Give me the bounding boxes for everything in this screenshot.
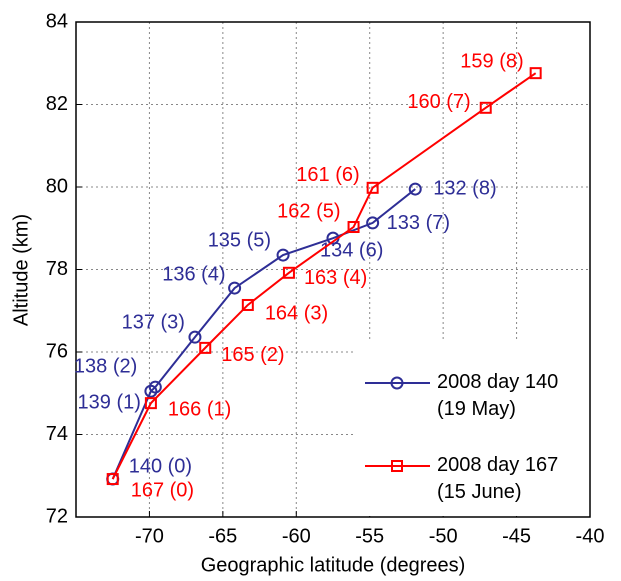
- y-tick-label: 76: [46, 340, 68, 362]
- data-point: [347, 221, 360, 234]
- data-point: [366, 216, 380, 230]
- data-point: [241, 298, 254, 311]
- y-tick-label: 84: [46, 10, 68, 32]
- data-point: [282, 266, 295, 279]
- legend-marker: [390, 376, 404, 390]
- y-tick-label: 82: [46, 93, 68, 115]
- data-point: [148, 380, 162, 394]
- x-tick-label: -60: [282, 525, 311, 547]
- y-tick-label: 80: [46, 175, 68, 197]
- data-point: [479, 101, 492, 114]
- data-point: [199, 341, 212, 354]
- data-point: [188, 330, 202, 344]
- x-tick-label: -40: [576, 525, 605, 547]
- legend-box: [355, 340, 589, 516]
- series-line: [111, 72, 537, 480]
- y-tick-label: 78: [46, 258, 68, 280]
- point-label: 166 (1): [168, 398, 231, 420]
- point-label: 134 (6): [320, 239, 383, 261]
- legend-marker: [391, 460, 403, 472]
- x-tick-label: -45: [502, 525, 531, 547]
- y-axis-label: Altitude (km): [10, 214, 32, 326]
- point-label: 162 (5): [277, 200, 340, 222]
- legend-label: 2008 day 140 (19 May): [437, 371, 558, 420]
- point-label: 163 (4): [304, 267, 367, 289]
- point-label: 164 (3): [265, 302, 328, 324]
- point-label: 139 (1): [78, 391, 141, 413]
- data-point: [228, 281, 242, 295]
- data-point: [276, 248, 290, 262]
- data-point: [529, 67, 542, 80]
- point-label: 160 (7): [407, 91, 470, 113]
- point-label: 159 (8): [460, 50, 523, 72]
- x-tick-label: -55: [355, 525, 384, 547]
- data-point: [366, 181, 379, 194]
- point-label: 140 (0): [129, 455, 192, 477]
- y-tick-label: 72: [46, 505, 68, 527]
- data-point: [408, 182, 422, 196]
- point-label: 167 (0): [131, 479, 194, 501]
- point-label: 132 (8): [433, 177, 496, 199]
- point-label: 161 (6): [296, 164, 359, 186]
- y-tick-label: 74: [46, 423, 68, 445]
- legend-label: 2008 day 167 (15 June): [437, 454, 558, 503]
- plot-frame: [75, 21, 591, 518]
- point-label: 136 (4): [162, 263, 225, 285]
- data-point: [106, 473, 119, 486]
- x-tick-label: -65: [208, 525, 237, 547]
- x-tick-label: -70: [135, 525, 164, 547]
- x-tick-label: -50: [429, 525, 458, 547]
- point-label: 138 (2): [74, 355, 137, 377]
- point-label: 133 (7): [387, 212, 450, 234]
- x-axis-label: Geographic latitude (degrees): [201, 554, 466, 576]
- point-label: 137 (3): [122, 311, 185, 333]
- point-label: 165 (2): [221, 344, 284, 366]
- data-point: [144, 397, 157, 410]
- point-label: 135 (5): [208, 229, 271, 251]
